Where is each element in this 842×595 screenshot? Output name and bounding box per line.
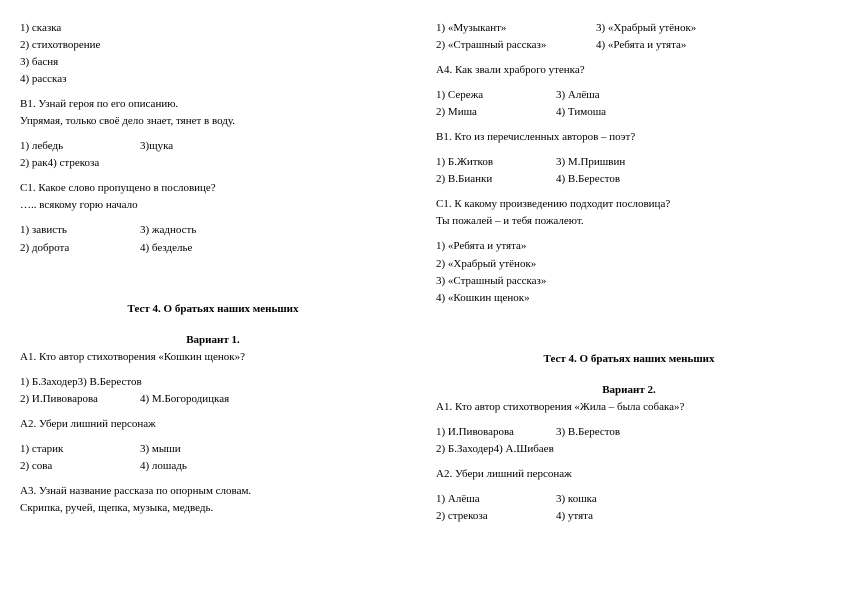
left-column: 1) сказка 2) стихотворение 3) басня 4) р…: [20, 20, 406, 525]
option: 4) безделье: [140, 240, 192, 257]
option: 3) М.Пришвин: [556, 154, 625, 171]
question-desc: Упрямая, только своё дело знает, тянет в…: [20, 113, 406, 130]
option-row: 2) «Страшный рассказ» 4) «Ребята и утята…: [436, 37, 822, 54]
option-row: 1) «Музыкант» 3) «Храбрый утёнок»: [436, 20, 822, 37]
option: 4) «Кошкин щенок»: [436, 290, 822, 307]
option: 1) лебедь: [20, 138, 140, 155]
option-row: 1) лебедь 3)щука: [20, 138, 406, 155]
right-column: 1) «Музыкант» 3) «Храбрый утёнок» 2) «Ст…: [436, 20, 822, 525]
option: 3) Алёша: [556, 87, 600, 104]
question-a1: А1. Кто автор стихотворения «Кошкин щено…: [20, 349, 406, 366]
option: 4) рассказ: [20, 71, 406, 88]
option: 3) мыши: [140, 441, 181, 458]
option: 2) «Храбрый утёнок»: [436, 256, 822, 273]
option: 3)щука: [140, 138, 173, 155]
option: 2) рак4) стрекоза: [20, 155, 406, 172]
question-b1: В1. Кто из перечисленных авторов – поэт?: [436, 129, 822, 146]
option: 1) сказка: [20, 20, 406, 37]
option-row: 1) зависть 3) жадность: [20, 222, 406, 239]
option: 1) старик: [20, 441, 140, 458]
option-row: 2) доброта 4) безделье: [20, 240, 406, 257]
option: 2) доброта: [20, 240, 140, 257]
option-row: 1) Алёша 3) кошка: [436, 491, 822, 508]
option-row: 2) В.Бианки 4) В.Берестов: [436, 171, 822, 188]
question-b1: В1. Узнай героя по его описанию.: [20, 96, 406, 113]
option: 4) Тимоша: [556, 104, 606, 121]
option-row: 2) И.Пивоварова 4) М.Богородицкая: [20, 391, 406, 408]
question-a1: А1. Кто автор стихотворения «Жила – была…: [436, 399, 822, 416]
option: 3) «Страшный рассказ»: [436, 273, 822, 290]
variant-label: Вариант 2.: [436, 382, 822, 399]
question-desc: Скрипка, ручей, щепка, музыка, медведь.: [20, 500, 406, 517]
option: 2) сова: [20, 458, 140, 475]
option: 4) утята: [556, 508, 593, 525]
option: 2) Б.Заходер4) А.Шибаев: [436, 441, 822, 458]
option: 4) М.Богородицкая: [140, 391, 229, 408]
option-row: 2) стрекоза 4) утята: [436, 508, 822, 525]
option-row: 1) Сережа 3) Алёша: [436, 87, 822, 104]
option: 2) стихотворение: [20, 37, 406, 54]
option: 1) И.Пивоварова: [436, 424, 556, 441]
option: 3) басня: [20, 54, 406, 71]
question-c1: С1. К какому произведению подходит посло…: [436, 196, 822, 213]
option: 3) жадность: [140, 222, 196, 239]
variant-label: Вариант 1.: [20, 332, 406, 349]
test-title: Тест 4. О братьях наших меньших: [436, 351, 822, 368]
question-desc: Ты пожалей – и тебя пожалеют.: [436, 213, 822, 230]
option: 4) «Ребята и утята»: [596, 37, 686, 54]
option: 1) зависть: [20, 222, 140, 239]
option-row: 2) сова 4) лошадь: [20, 458, 406, 475]
option: 1) «Музыкант»: [436, 20, 596, 37]
option-row: 1) Б.Житков 3) М.Пришвин: [436, 154, 822, 171]
option: 2) В.Бианки: [436, 171, 556, 188]
option: 3) В.Берестов: [556, 424, 620, 441]
option-row: 1) старик 3) мыши: [20, 441, 406, 458]
option-row: 2) Миша 4) Тимоша: [436, 104, 822, 121]
option: 2) Миша: [436, 104, 556, 121]
option: 1) Б.Заходер3) В.Берестов: [20, 374, 406, 391]
question-a2: А2. Убери лишний персонаж: [20, 416, 406, 433]
option: 1) Алёша: [436, 491, 556, 508]
option: 2) стрекоза: [436, 508, 556, 525]
test-title: Тест 4. О братьях наших меньших: [20, 301, 406, 318]
question-c1: С1. Какое слово пропущено в пословице?: [20, 180, 406, 197]
question-a3: А3. Узнай название рассказа по опорным с…: [20, 483, 406, 500]
question-desc: ….. всякому горю начало: [20, 197, 406, 214]
question-a4: А4. Как звали храброго утенка?: [436, 62, 822, 79]
option: 4) В.Берестов: [556, 171, 620, 188]
option: 3) «Храбрый утёнок»: [596, 20, 696, 37]
option: 4) лошадь: [140, 458, 187, 475]
option: 1) «Ребята и утята»: [436, 238, 822, 255]
option: 2) И.Пивоварова: [20, 391, 140, 408]
question-a2: А2. Убери лишний персонаж: [436, 466, 822, 483]
option: 2) «Страшный рассказ»: [436, 37, 596, 54]
option-row: 1) И.Пивоварова 3) В.Берестов: [436, 424, 822, 441]
option: 1) Сережа: [436, 87, 556, 104]
option: 3) кошка: [556, 491, 597, 508]
page: 1) сказка 2) стихотворение 3) басня 4) р…: [20, 20, 822, 525]
option: 1) Б.Житков: [436, 154, 556, 171]
